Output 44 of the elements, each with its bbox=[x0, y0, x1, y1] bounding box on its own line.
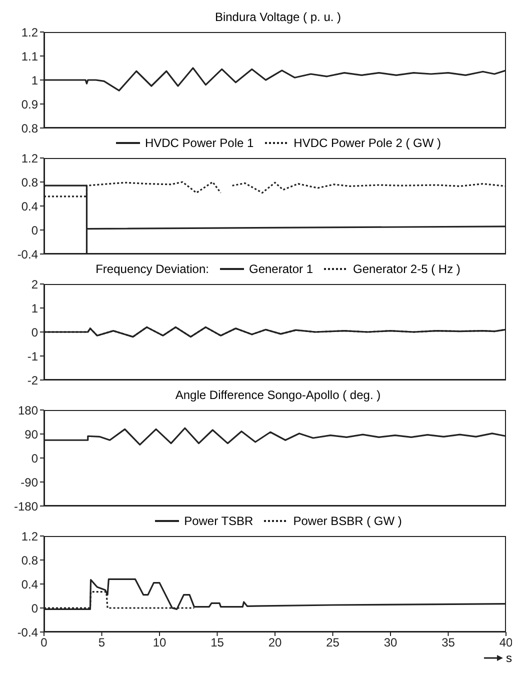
y-tick-label: 0 bbox=[31, 601, 38, 616]
legend-label: Generator 1 bbox=[248, 262, 314, 276]
y-tick-label: 1.1 bbox=[21, 49, 38, 64]
chart-title: Frequency Deviation: bbox=[96, 262, 209, 276]
y-tick-label: -2 bbox=[27, 373, 38, 388]
x-tick-label: 0 bbox=[40, 636, 48, 650]
y-tick-label: 2 bbox=[31, 277, 38, 292]
y-tick-label: 0.8 bbox=[21, 175, 38, 190]
y-tick-label: 1 bbox=[31, 301, 38, 316]
legend-label: Power BSBR ( GW ) bbox=[292, 514, 402, 528]
y-tick-label: 0 bbox=[31, 325, 38, 340]
y-tick-label: 0.8 bbox=[21, 553, 38, 568]
y-tick-label: 90 bbox=[24, 427, 38, 442]
x-tick-label: 5 bbox=[98, 636, 106, 650]
x-tick-label: 35 bbox=[442, 636, 456, 650]
y-tick-label: -90 bbox=[20, 475, 38, 490]
y-tick-label: 0 bbox=[31, 451, 38, 466]
legend-label: Generator 2-5 ( Hz ) bbox=[352, 262, 460, 276]
chart-title: Angle Difference Songo-Apollo ( deg. ) bbox=[175, 388, 381, 402]
x-tick-label: 40 bbox=[499, 636, 513, 650]
x-tick-label: 25 bbox=[326, 636, 340, 650]
legend-label: HVDC Power Pole 2 ( GW ) bbox=[292, 136, 442, 150]
y-tick-label: 180 bbox=[18, 403, 38, 418]
y-tick-label: -0.4 bbox=[17, 625, 38, 640]
y-tick-label: 0 bbox=[31, 223, 38, 238]
legend-label: Power TSBR bbox=[183, 514, 254, 528]
y-tick-label: 0.4 bbox=[21, 577, 38, 592]
legend-label: HVDC Power Pole 1 bbox=[144, 136, 254, 150]
y-tick-label: -1 bbox=[27, 349, 38, 364]
y-tick-label: 1.2 bbox=[21, 25, 38, 40]
chart-title: Bindura Voltage ( p. u. ) bbox=[214, 10, 342, 24]
x-tick-label: 20 bbox=[268, 636, 282, 650]
y-tick-label: 1.2 bbox=[21, 529, 38, 544]
x-tick-label: 30 bbox=[384, 636, 398, 650]
y-tick-label: -180 bbox=[14, 499, 38, 514]
y-tick-label: 0.8 bbox=[21, 121, 38, 136]
y-tick-label: -0.4 bbox=[17, 247, 38, 262]
y-tick-label: 0.4 bbox=[21, 199, 38, 214]
x-axis-title: s bbox=[506, 651, 512, 665]
y-tick-label: 1 bbox=[31, 73, 38, 88]
x-tick-label: 10 bbox=[152, 636, 166, 650]
y-tick-label: 1.2 bbox=[21, 151, 38, 166]
x-tick-label: 15 bbox=[210, 636, 224, 650]
y-tick-label: 0.9 bbox=[21, 97, 38, 112]
